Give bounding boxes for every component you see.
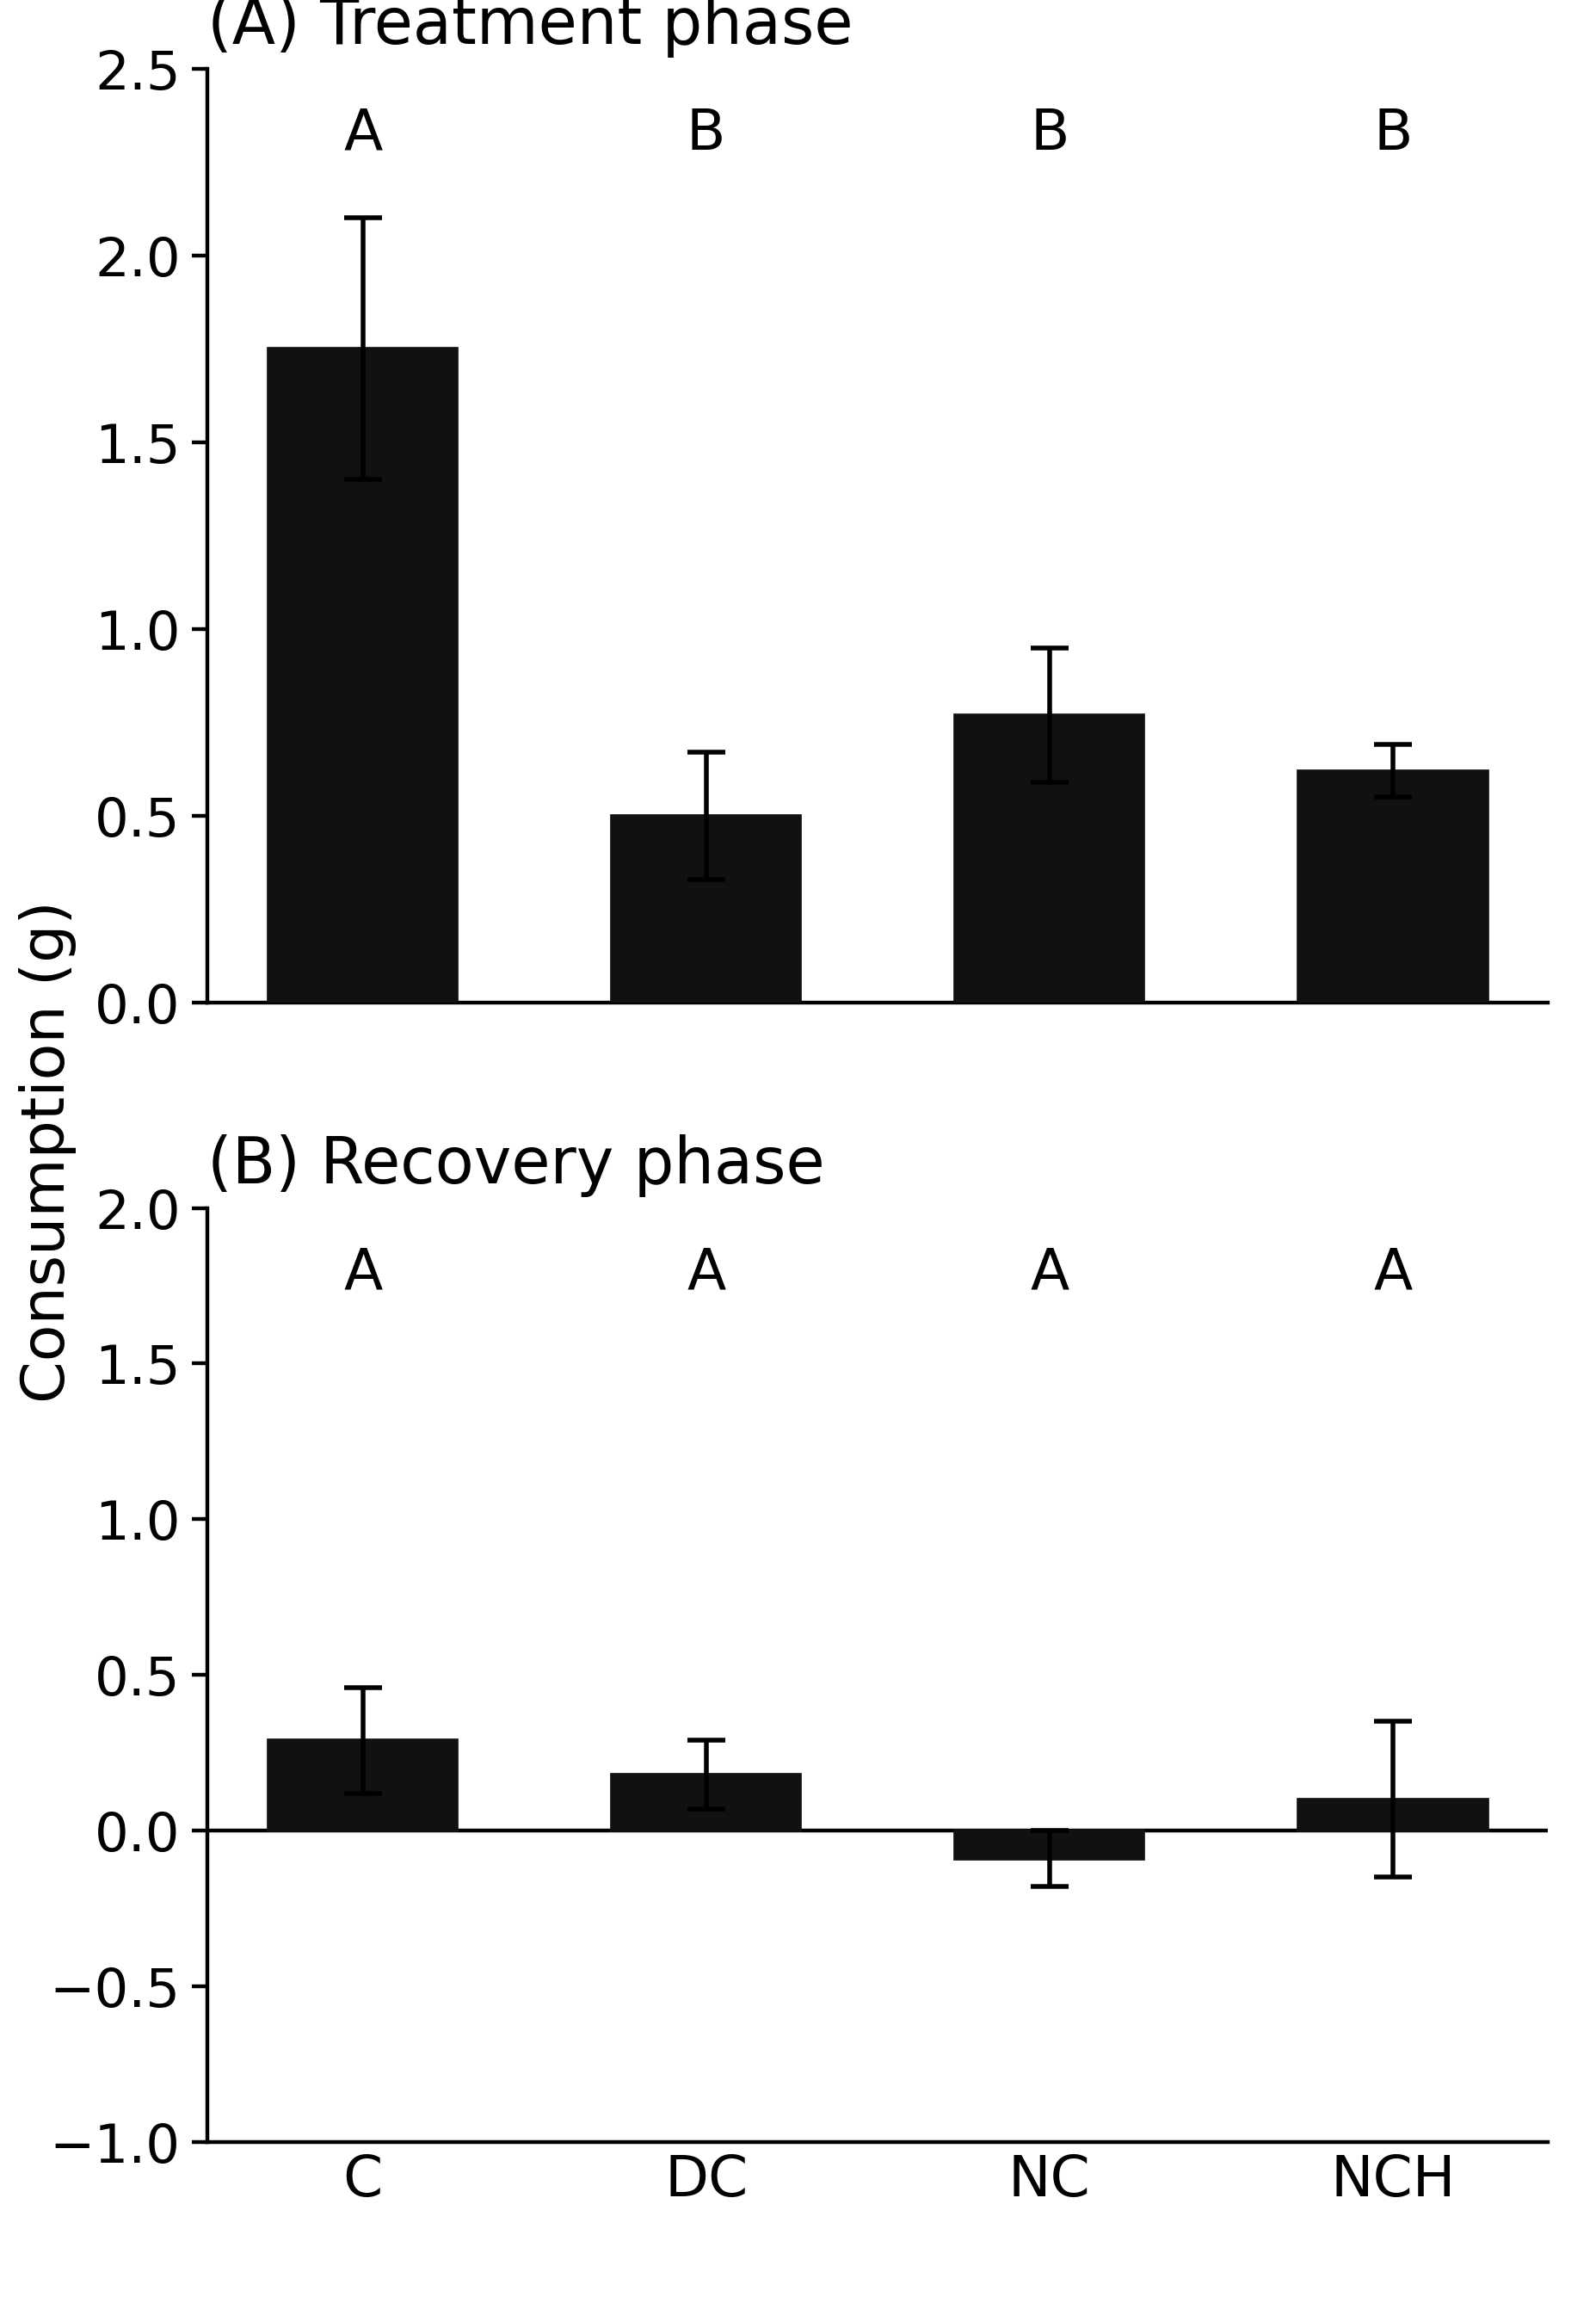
Bar bbox=[954, 1831, 1144, 1859]
Text: B: B bbox=[686, 106, 726, 161]
Text: (B) Recovery phase: (B) Recovery phase bbox=[207, 1133, 825, 1198]
Text: A: A bbox=[1373, 1246, 1412, 1301]
Text: A: A bbox=[1029, 1246, 1069, 1301]
Text: A: A bbox=[686, 1246, 726, 1301]
Text: A: A bbox=[343, 106, 383, 161]
Text: B: B bbox=[1029, 106, 1069, 161]
Text: Consumption (g): Consumption (g) bbox=[19, 900, 77, 1403]
Bar bbox=[268, 350, 456, 1002]
Text: A: A bbox=[343, 1246, 383, 1301]
Text: (A) Treatment phase: (A) Treatment phase bbox=[207, 0, 854, 58]
Bar bbox=[611, 1776, 801, 1831]
Bar bbox=[1299, 772, 1487, 1002]
Bar bbox=[954, 716, 1144, 1002]
Bar bbox=[1299, 1799, 1487, 1831]
Bar bbox=[268, 1741, 456, 1831]
Text: B: B bbox=[1373, 106, 1412, 161]
Bar bbox=[611, 815, 801, 1002]
